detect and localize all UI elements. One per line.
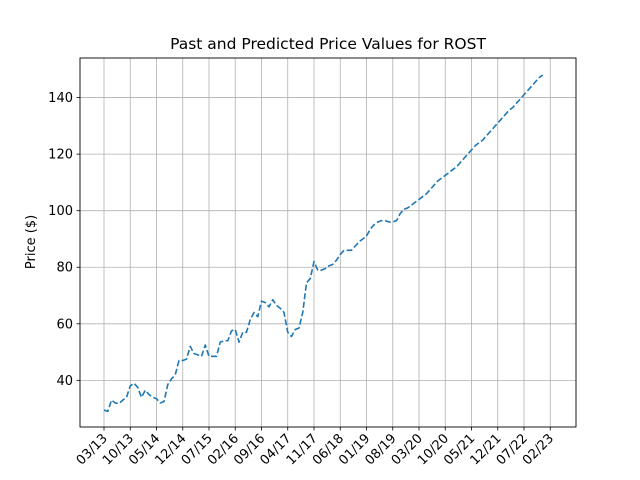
x-axis: 03/1310/1305/1412/1407/1502/1609/1604/17…: [74, 427, 557, 468]
series-line: [103, 74, 544, 413]
plot-lines: [103, 74, 544, 413]
grid-lines: [80, 58, 576, 427]
y-tick-label: 40: [56, 374, 73, 389]
y-tick-label: 80: [56, 261, 73, 276]
chart-title: Past and Predicted Price Values for ROST: [170, 35, 486, 53]
plot-frame: [79, 57, 577, 428]
y-axis: 40 60 80 100 120 140: [48, 91, 80, 389]
y-tick-label: 100: [48, 204, 73, 219]
y-axis-label: Price ($): [24, 215, 39, 269]
y-tick-label: 120: [48, 148, 73, 163]
y-tick-label: 140: [48, 91, 73, 106]
y-tick-label: 60: [56, 317, 73, 332]
